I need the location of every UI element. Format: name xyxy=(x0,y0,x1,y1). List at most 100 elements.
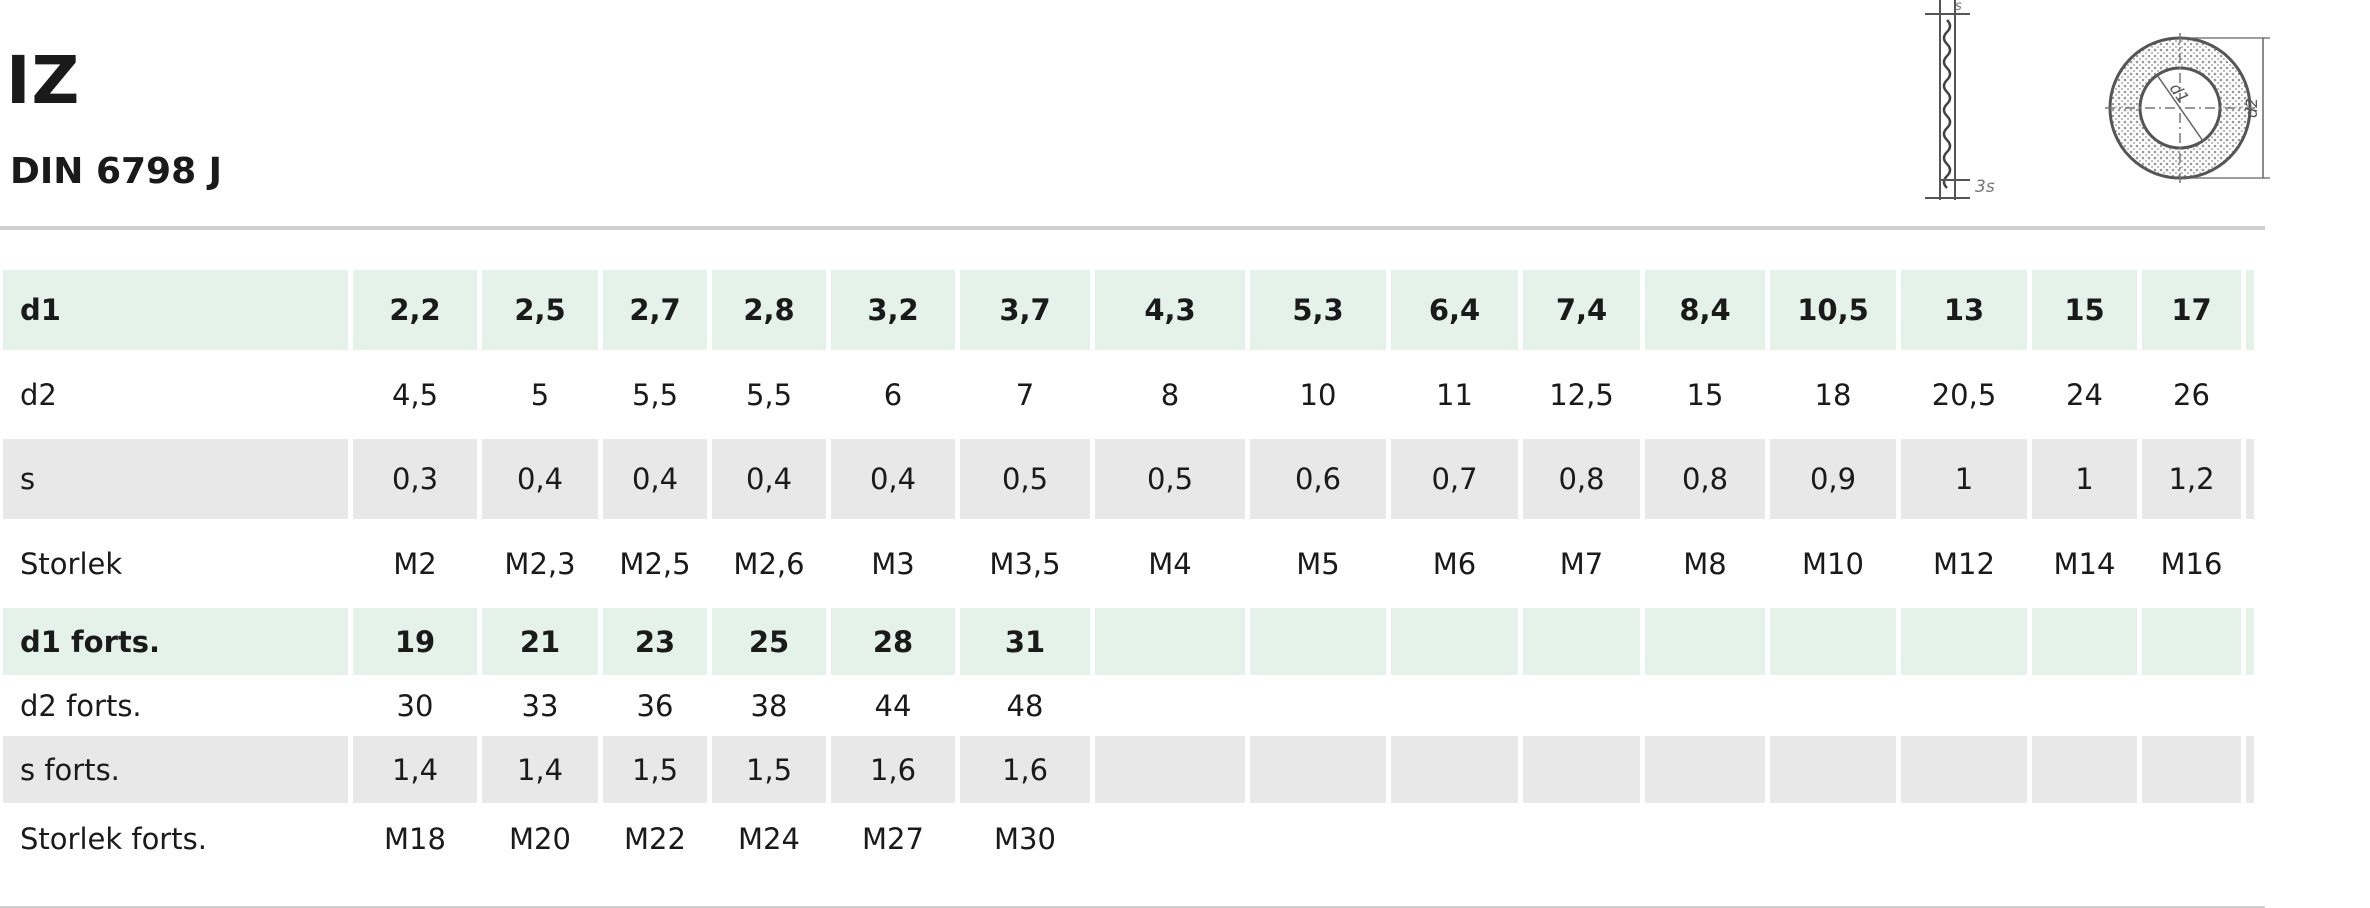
table-cell xyxy=(1770,675,1896,736)
table-cell: 21 xyxy=(482,608,598,675)
table-cell: 2,5 xyxy=(482,270,598,350)
table-cell: 2,7 xyxy=(603,270,707,350)
table-cell: 1,4 xyxy=(353,736,477,803)
table-cell: 5 xyxy=(482,350,598,439)
table-cell xyxy=(2142,803,2241,874)
table-cell: 0,3 xyxy=(353,439,477,519)
dimensions-table: d1 2,2 2,5 2,7 2,8 3,2 3,7 4,3 5,3 6,4 7,4 8,4 10,5 1… xyxy=(0,270,2259,874)
table-cell: 0,9 xyxy=(1770,439,1896,519)
table-cell: 1,4 xyxy=(482,736,598,803)
table-cell: 1,5 xyxy=(603,736,707,803)
table-cell xyxy=(1645,608,1765,675)
table-cell: 17 xyxy=(2142,270,2241,350)
washer-front-view xyxy=(2105,33,2270,183)
row-label: d2 xyxy=(3,350,348,439)
table-cell: 4,3 xyxy=(1095,270,1245,350)
table-cell xyxy=(1095,675,1245,736)
table-cell: 0,5 xyxy=(1095,439,1245,519)
table-row: Storlek M2 M2,3 M2,5 M2,6 M3 M3,5 M4 M5 M6 M7 M8 M10… xyxy=(3,519,2254,608)
table-cell: M6 xyxy=(1391,519,1518,608)
table-cell xyxy=(1901,736,2027,803)
table-cell-trailing xyxy=(2246,803,2254,874)
table-cell: 24 xyxy=(2032,350,2137,439)
table-cell xyxy=(1770,736,1896,803)
table-cell: 31 xyxy=(960,608,1090,675)
table-cell: 11 xyxy=(1391,350,1518,439)
table-cell xyxy=(2032,675,2137,736)
table-cell xyxy=(1770,803,1896,874)
table-cell-trailing xyxy=(2246,270,2254,350)
table-cell xyxy=(1391,736,1518,803)
table-cell: M8 xyxy=(1645,519,1765,608)
table-cell: M5 xyxy=(1250,519,1386,608)
table-cell-trailing xyxy=(2246,519,2254,608)
table-cell: M16 xyxy=(2142,519,2241,608)
row-label: Storlek forts. xyxy=(3,803,348,874)
row-label: d2 forts. xyxy=(3,675,348,736)
table-cell: 1 xyxy=(1901,439,2027,519)
table-cell xyxy=(1901,675,2027,736)
table-row: d1 2,2 2,5 2,7 2,8 3,2 3,7 4,3 5,3 6,4 7,4 8,4 10,5 1… xyxy=(3,270,2254,350)
table-cell: 15 xyxy=(2032,270,2137,350)
table-cell: 30 xyxy=(353,675,477,736)
table-cell xyxy=(1391,803,1518,874)
table-cell: 8 xyxy=(1095,350,1245,439)
table-cell: 1 xyxy=(2032,439,2137,519)
table-cell: 18 xyxy=(1770,350,1896,439)
table-cell: 1,6 xyxy=(831,736,955,803)
table-cell xyxy=(1645,736,1765,803)
table-cell xyxy=(1523,675,1640,736)
table-cell: 6,4 xyxy=(1391,270,1518,350)
table-row: Storlek forts. M18 M20 M22 M24 M27 M30 xyxy=(3,803,2254,874)
table-cell: 0,8 xyxy=(1523,439,1640,519)
table-cell xyxy=(1095,736,1245,803)
table-cell: 0,7 xyxy=(1391,439,1518,519)
table-cell: 3,2 xyxy=(831,270,955,350)
table-cell: M2,3 xyxy=(482,519,598,608)
table-cell: 0,8 xyxy=(1645,439,1765,519)
table-cell xyxy=(1391,675,1518,736)
table-cell-trailing xyxy=(2246,736,2254,803)
table-cell: 38 xyxy=(712,675,826,736)
d2-figure-label: d2 xyxy=(2242,98,2261,118)
footer-divider xyxy=(0,906,2265,908)
table-cell: M18 xyxy=(353,803,477,874)
table-cell: M30 xyxy=(960,803,1090,874)
table-cell: 12,5 xyxy=(1523,350,1640,439)
table-cell xyxy=(1250,675,1386,736)
table-cell-trailing xyxy=(2246,608,2254,675)
table-cell xyxy=(1391,608,1518,675)
table-cell: 8,4 xyxy=(1645,270,1765,350)
table-cell xyxy=(1250,736,1386,803)
row-label: d1 forts. xyxy=(3,608,348,675)
table-cell: 0,4 xyxy=(712,439,826,519)
table-cell: 33 xyxy=(482,675,598,736)
table-cell: 20,5 xyxy=(1901,350,2027,439)
row-label: s xyxy=(3,439,348,519)
header-divider xyxy=(0,226,2265,230)
table-cell: 10 xyxy=(1250,350,1386,439)
table-cell: 7 xyxy=(960,350,1090,439)
table-row: d1 forts. 19 21 23 25 28 31 xyxy=(3,608,2254,675)
washer-technical-drawing: s 3s d1 d2 xyxy=(1925,0,2270,200)
table-cell: M2,5 xyxy=(603,519,707,608)
table-row: s 0,3 0,4 0,4 0,4 0,4 0,5 0,5 0,6 0,7 0,8 0,8 0,9 1 1 1… xyxy=(3,439,2254,519)
table-cell xyxy=(1645,675,1765,736)
table-cell xyxy=(1095,803,1245,874)
table-cell: 1,2 xyxy=(2142,439,2241,519)
table-cell xyxy=(1770,608,1896,675)
table-cell: 0,6 xyxy=(1250,439,1386,519)
table-cell xyxy=(2032,736,2137,803)
table-cell: M10 xyxy=(1770,519,1896,608)
table-cell: 3,7 xyxy=(960,270,1090,350)
table-cell: 19 xyxy=(353,608,477,675)
table-cell: M12 xyxy=(1901,519,2027,608)
table-cell xyxy=(1523,803,1640,874)
table-cell: 28 xyxy=(831,608,955,675)
table-cell xyxy=(1523,608,1640,675)
table-cell: 6 xyxy=(831,350,955,439)
table-cell xyxy=(2032,803,2137,874)
table-cell: 2,8 xyxy=(712,270,826,350)
table-cell: 15 xyxy=(1645,350,1765,439)
table-cell-trailing xyxy=(2246,439,2254,519)
